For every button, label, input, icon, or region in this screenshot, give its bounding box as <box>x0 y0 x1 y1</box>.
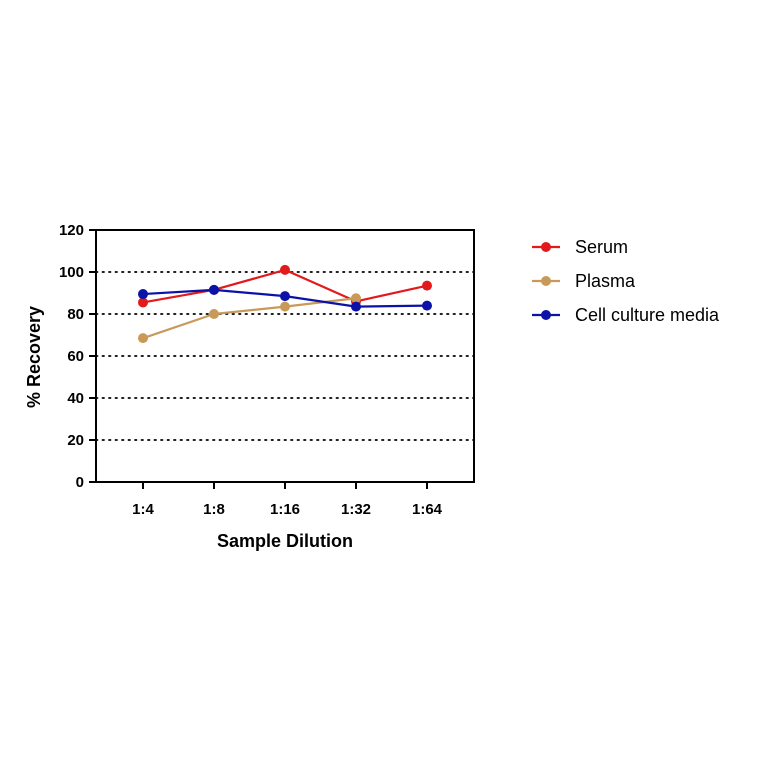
data-point <box>280 264 290 275</box>
legend-marker <box>541 242 551 252</box>
y-axis-title: % Recovery <box>24 306 44 408</box>
legend-item: Plasma <box>532 271 636 291</box>
legend-marker <box>541 310 551 320</box>
data-point <box>351 301 361 312</box>
x-tick-label: 1:32 <box>341 501 371 518</box>
y-tick-label: 60 <box>67 348 84 365</box>
x-tick-label: 1:16 <box>270 501 300 518</box>
axes: 0 20 40 60 80 100 120 1:4 1:8 1:16 1:32 1:64 <box>59 222 475 518</box>
y-tick-label: 80 <box>67 306 84 323</box>
series-layer <box>138 264 432 344</box>
legend-label: Plasma <box>575 271 636 291</box>
legend-label: Serum <box>575 237 628 257</box>
x-tick-label: 1:4 <box>132 501 154 518</box>
series-line <box>142 297 357 340</box>
data-point <box>422 300 432 311</box>
y-tick-label: 120 <box>59 222 84 239</box>
legend-label: Cell culture media <box>575 305 720 325</box>
data-point <box>209 309 219 319</box>
data-point <box>280 301 290 312</box>
series-plasma <box>138 293 361 344</box>
data-point <box>138 333 148 344</box>
data-point <box>209 284 219 295</box>
legend-marker <box>541 276 551 286</box>
y-tick-label: 100 <box>59 264 84 281</box>
legend-item: Cell culture media <box>532 305 720 325</box>
legend: Serum Plasma Cell culture media <box>532 237 720 325</box>
data-point <box>422 280 432 291</box>
y-tick-label: 0 <box>76 474 84 491</box>
data-point <box>138 297 148 308</box>
data-point <box>280 291 290 302</box>
data-point <box>138 289 148 300</box>
x-tick-label: 1:8 <box>203 501 225 518</box>
x-axis-title: Sample Dilution <box>217 531 353 551</box>
series-cell-culture-media <box>138 284 432 312</box>
x-tick-label: 1:64 <box>412 501 443 518</box>
legend-item: Serum <box>532 237 628 257</box>
data-point <box>351 293 361 304</box>
y-tick-label: 40 <box>67 390 84 407</box>
y-tick-label: 20 <box>67 432 84 449</box>
